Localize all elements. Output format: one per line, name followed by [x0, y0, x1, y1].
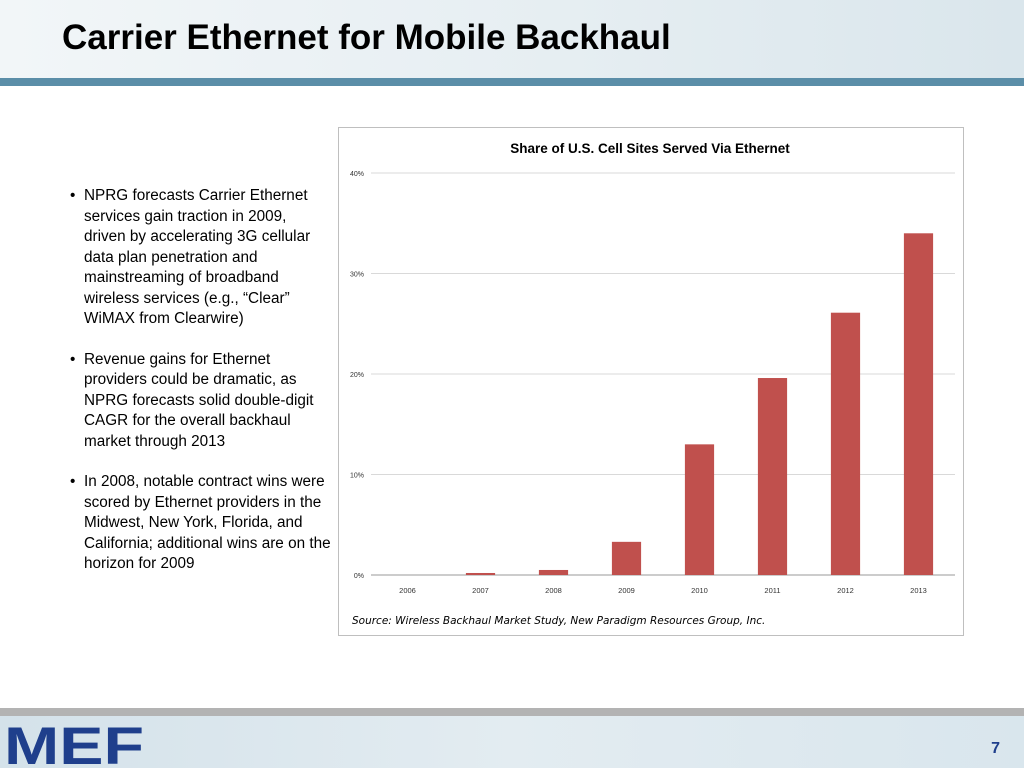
- x-tick-label: 2008: [545, 586, 562, 595]
- bar-2012: [830, 312, 861, 575]
- x-tick-label: 2012: [837, 586, 854, 595]
- slide-title: Carrier Ethernet for Mobile Backhaul: [62, 18, 671, 57]
- bar-2009: [611, 541, 642, 575]
- y-axis-ticks: 0% 10% 20% 30% 40%: [350, 171, 364, 580]
- x-tick-label: 2007: [472, 586, 489, 595]
- y-tick-label: 30%: [350, 272, 364, 279]
- y-tick-label: 40%: [350, 171, 364, 178]
- bullet-item: In 2008, notable contract wins were scor…: [70, 472, 332, 575]
- x-tick-label: 2010: [691, 586, 708, 595]
- bullet-list: NPRG forecasts Carrier Ethernet services…: [70, 186, 332, 595]
- bar-chart: Share of U.S. Cell Sites Served Via Ethe…: [350, 141, 955, 627]
- y-tick-label: 0%: [354, 573, 364, 580]
- logo-text: MEF: [4, 717, 144, 768]
- y-tick-label: 20%: [350, 372, 364, 379]
- bar-2007: [465, 572, 496, 575]
- bullet-item: Revenue gains for Ethernet providers cou…: [70, 350, 332, 453]
- x-tick-label: 2013: [910, 586, 927, 595]
- y-tick-label: 10%: [350, 473, 364, 480]
- chart-bars: [465, 233, 934, 576]
- mef-logo: MEF: [4, 717, 144, 768]
- slide-header: [0, 0, 1024, 78]
- bullet-item: NPRG forecasts Carrier Ethernet services…: [70, 186, 332, 330]
- chart-frame: Share of U.S. Cell Sites Served Via Ethe…: [338, 127, 964, 636]
- header-divider: [0, 78, 1024, 86]
- bar-2010: [684, 444, 715, 575]
- x-tick-label: 2011: [764, 586, 780, 595]
- chart-source: Source: Wireless Backhaul Market Study, …: [352, 615, 765, 627]
- chart-title: Share of U.S. Cell Sites Served Via Ethe…: [510, 141, 790, 156]
- slide-footer: [0, 716, 1024, 768]
- x-tick-label: 2009: [618, 586, 635, 595]
- chart-gridlines: [371, 172, 955, 576]
- bar-2011: [757, 378, 788, 575]
- page-number: 7: [991, 740, 1000, 757]
- footer-divider: [0, 708, 1024, 716]
- x-axis-labels: 2006 2007 2008 2009 2010 2011 2012 2013: [399, 586, 927, 595]
- x-tick-label: 2006: [399, 586, 416, 595]
- bar-2008: [538, 569, 569, 575]
- bar-2013: [903, 233, 934, 576]
